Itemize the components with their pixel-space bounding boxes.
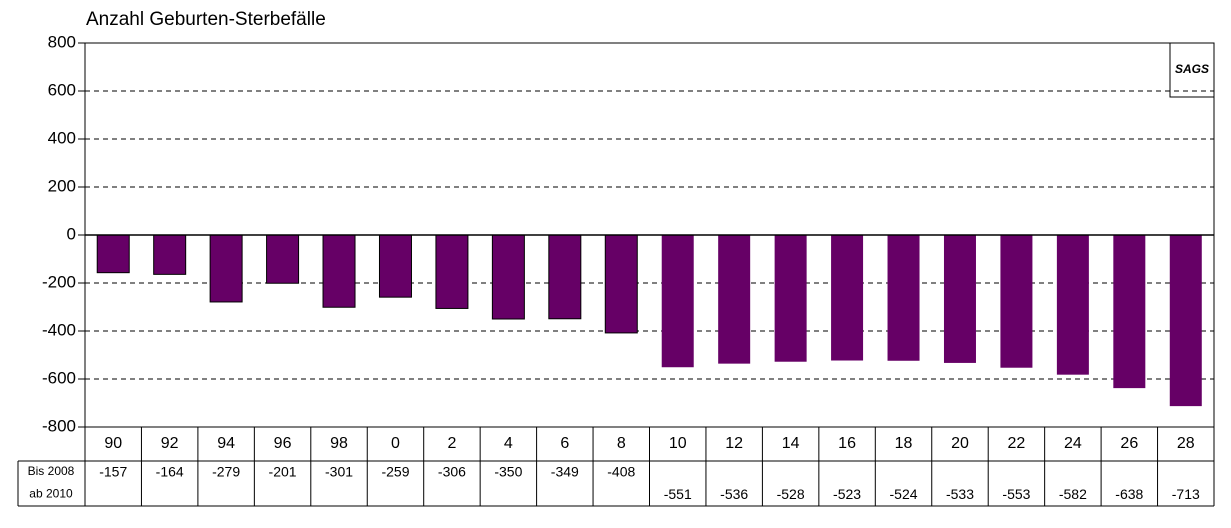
logo: SAGS bbox=[1175, 62, 1209, 76]
x-tick-label: 16 bbox=[838, 435, 856, 452]
bar bbox=[209, 234, 243, 303]
table-value: -536 bbox=[720, 486, 748, 502]
chart-title: Anzahl Geburten-Sterbefälle bbox=[86, 9, 326, 30]
y-tick-label: -200 bbox=[42, 272, 76, 291]
table-value: -306 bbox=[438, 464, 466, 480]
table-value: -164 bbox=[156, 464, 184, 480]
bar bbox=[718, 235, 751, 364]
x-tick-label: 94 bbox=[217, 435, 235, 452]
x-tick-label: 28 bbox=[1177, 435, 1195, 452]
x-tick-label: 98 bbox=[330, 435, 348, 452]
y-tick-label: 0 bbox=[67, 224, 76, 243]
legend-label: Bis 2008 bbox=[28, 464, 75, 478]
table-value: -523 bbox=[833, 486, 861, 502]
bar bbox=[831, 235, 864, 361]
bar bbox=[1056, 235, 1089, 375]
x-tick-label: 20 bbox=[951, 435, 969, 452]
bar bbox=[96, 234, 130, 274]
bar bbox=[1000, 235, 1033, 368]
y-tick-label: 400 bbox=[48, 128, 76, 147]
x-tick-label: 22 bbox=[1008, 435, 1026, 452]
bar bbox=[322, 234, 356, 308]
bar bbox=[435, 234, 469, 309]
table-value: -638 bbox=[1115, 486, 1143, 502]
table-value: -533 bbox=[946, 486, 974, 502]
table-value: -350 bbox=[494, 464, 522, 480]
table-value: -259 bbox=[381, 464, 409, 480]
x-tick-label: 92 bbox=[161, 435, 179, 452]
x-tick-label: 14 bbox=[782, 435, 800, 452]
x-tick-label: 18 bbox=[895, 435, 913, 452]
x-tick-label: 90 bbox=[104, 435, 122, 452]
y-tick-label: 600 bbox=[48, 80, 76, 99]
y-tick-label: -600 bbox=[42, 368, 76, 387]
table-value: -713 bbox=[1172, 486, 1200, 502]
bar bbox=[887, 235, 920, 361]
table-value: -524 bbox=[890, 486, 918, 502]
y-tick-label: -800 bbox=[42, 416, 76, 435]
x-tick-label: 12 bbox=[725, 435, 743, 452]
table-value: -157 bbox=[99, 464, 127, 480]
y-tick-label: -400 bbox=[42, 320, 76, 339]
bar bbox=[1113, 235, 1146, 389]
table-value: -582 bbox=[1059, 486, 1087, 502]
bar bbox=[943, 235, 976, 363]
table-value: -408 bbox=[607, 464, 635, 480]
table-value: -201 bbox=[269, 464, 297, 480]
logo-box bbox=[1169, 42, 1215, 98]
y-tick-label: 800 bbox=[48, 32, 76, 51]
table-value: -279 bbox=[212, 464, 240, 480]
legend-label: ab 2010 bbox=[29, 487, 73, 501]
bar bbox=[1169, 235, 1202, 407]
x-tick-label: 0 bbox=[391, 435, 400, 452]
table-value: -553 bbox=[1002, 486, 1030, 502]
table-value: -301 bbox=[325, 464, 353, 480]
bar bbox=[604, 234, 638, 334]
bar bbox=[491, 234, 525, 320]
bar bbox=[378, 234, 412, 298]
bar bbox=[774, 235, 807, 362]
x-tick-label: 24 bbox=[1064, 435, 1082, 452]
y-tick-label: 200 bbox=[48, 176, 76, 195]
x-tick-label: 96 bbox=[274, 435, 292, 452]
x-tick-label: 10 bbox=[669, 435, 687, 452]
x-tick-label: 2 bbox=[447, 435, 456, 452]
bar bbox=[153, 234, 187, 275]
x-tick-label: 8 bbox=[617, 435, 626, 452]
bar bbox=[661, 235, 694, 368]
bar bbox=[266, 234, 300, 284]
table-value: -528 bbox=[777, 486, 805, 502]
x-tick-label: 26 bbox=[1120, 435, 1138, 452]
table-value: -551 bbox=[664, 486, 692, 502]
table-value: -349 bbox=[551, 464, 579, 480]
x-tick-label: 6 bbox=[560, 435, 569, 452]
x-tick-label: 4 bbox=[504, 435, 513, 452]
bar bbox=[548, 234, 582, 320]
